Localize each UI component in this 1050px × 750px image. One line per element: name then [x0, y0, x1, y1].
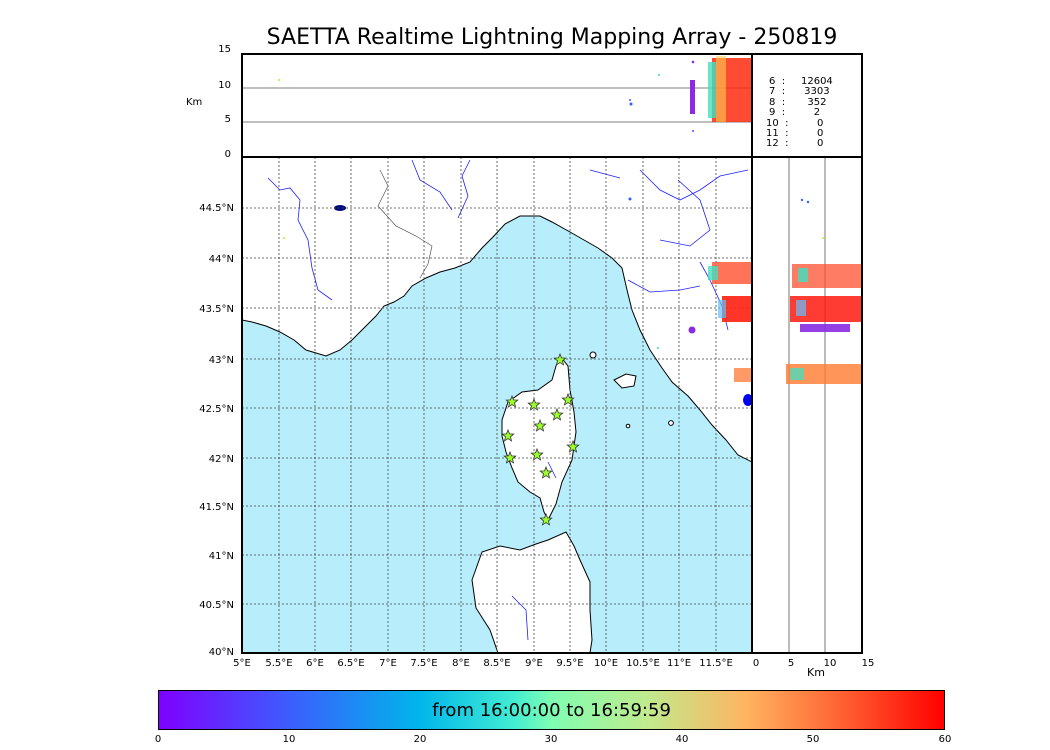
station-count-row: 7 : 3303 — [769, 86, 830, 97]
longitude-label: 11°E — [667, 658, 691, 669]
station-star-icon — [553, 352, 567, 366]
station-count-row: 9 : 2 — [769, 107, 820, 118]
time-colorbar: from 16:00:00 to 16:59:59 — [158, 690, 945, 730]
station-star-icon — [533, 418, 547, 432]
longitude-label: 11.5°E — [699, 658, 733, 669]
figure-title: SAETTA Realtime Lightning Mapping Array … — [266, 25, 838, 50]
altitude-axis-label: Km — [186, 97, 202, 108]
latitude-label: 43.5°N — [199, 304, 234, 315]
station-star-icon — [503, 450, 517, 464]
longitude-label: 8.5°E — [483, 658, 510, 669]
colorbar-tick: 30 — [544, 734, 558, 745]
station-star-icon — [539, 512, 553, 526]
latitude-label: 42.5°N — [199, 404, 234, 415]
station-star-icon — [550, 407, 564, 421]
colorbar-tick: 10 — [282, 734, 296, 745]
station-star-icon — [501, 428, 515, 442]
station-count-row: 10 : 0 — [766, 118, 823, 129]
side-axis-tick: 0 — [753, 658, 759, 669]
latitude-label: 41.5°N — [199, 502, 234, 513]
longitude-label: 10.5°E — [626, 658, 660, 669]
latitude-label: 43°N — [209, 355, 234, 366]
side-axis-label: Km — [807, 666, 825, 679]
side-axis-tick: 15 — [862, 658, 875, 669]
colorbar-tick: 20 — [413, 734, 427, 745]
colorbar-tick: 60 — [938, 734, 952, 745]
altitude-panel — [241, 53, 753, 158]
map-lightning-clusters — [283, 197, 752, 382]
latitude-label: 41°N — [209, 551, 234, 562]
side-axis-tick: 10 — [824, 658, 837, 669]
altitude-scatter — [278, 56, 752, 132]
longitude-label: 5°E — [233, 658, 251, 669]
borders — [377, 169, 433, 279]
longitude-label: 6°E — [306, 658, 324, 669]
altitude-tick: 0 — [225, 149, 231, 160]
station-count-row: 6 : 12604 — [769, 76, 833, 87]
station-star-icon — [561, 392, 575, 406]
longitude-label: 8°E — [452, 658, 470, 669]
longitude-label: 5.5°E — [265, 658, 292, 669]
latitude-label: 40.5°N — [199, 600, 234, 611]
lake — [743, 394, 752, 406]
station-star-icon — [505, 394, 519, 408]
side-scatter — [786, 198, 862, 384]
colorbar-tick: 40 — [675, 734, 689, 745]
station-count-row: 8 : 352 — [769, 97, 826, 108]
longitude-label: 10°E — [594, 658, 618, 669]
latitude-label: 40°N — [209, 647, 234, 658]
station-star-icon — [539, 465, 553, 479]
altitude-tick: 15 — [218, 44, 231, 55]
altitude-tick: 10 — [218, 80, 231, 91]
mainland-coast — [242, 157, 752, 463]
longitude-label: 7°E — [379, 658, 397, 669]
map-panel — [241, 156, 753, 654]
station-count-list: 6 : 12604 7 : 3303 8 : 352 9 : 2 10 : 0 … — [766, 76, 833, 149]
station-count-row: 11 : 0 — [766, 128, 823, 139]
longitude-label: 6.5°E — [337, 658, 364, 669]
latitude-label: 44.5°N — [199, 203, 234, 214]
longitude-label: 9°E — [525, 658, 543, 669]
station-star-icon — [530, 447, 544, 461]
station-count-row: 12 : 0 — [766, 138, 823, 149]
elba-island — [613, 373, 637, 389]
latitude-label: 44°N — [209, 254, 234, 265]
station-star-icon — [566, 439, 580, 453]
colorbar-tick: 50 — [806, 734, 820, 745]
longitude-label: 7.5°E — [410, 658, 437, 669]
station-star-icon — [527, 397, 541, 411]
side-axis-tick: 5 — [788, 658, 794, 669]
station-markers — [501, 352, 580, 526]
altitude-tick: 5 — [225, 114, 231, 125]
longitude-label: 9.5°E — [556, 658, 583, 669]
side-altitude-panel — [751, 156, 863, 654]
colorbar-tick: 0 — [154, 734, 162, 745]
corsica-island — [501, 355, 577, 522]
colorbar-caption: from 16:00:00 to 16:59:59 — [432, 700, 671, 721]
latitude-label: 42°N — [209, 454, 234, 465]
